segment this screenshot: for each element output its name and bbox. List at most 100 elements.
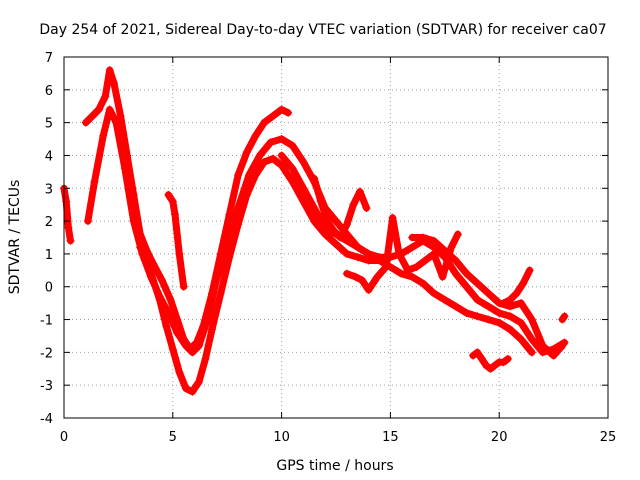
data-point xyxy=(181,341,190,350)
data-point xyxy=(101,92,110,101)
data-point xyxy=(90,177,99,186)
data-point xyxy=(66,236,75,245)
data-point xyxy=(429,236,438,245)
series-track-f xyxy=(342,213,462,295)
data-point xyxy=(351,272,360,281)
data-point xyxy=(516,318,525,327)
data-point xyxy=(225,210,234,219)
y-tick-label: -1 xyxy=(40,314,53,329)
data-point xyxy=(440,295,449,304)
data-point xyxy=(260,158,269,167)
data-point xyxy=(268,112,277,121)
data-point xyxy=(336,233,345,242)
data-point xyxy=(105,66,114,75)
data-point xyxy=(120,164,129,173)
series-track-g xyxy=(164,190,188,291)
data-point xyxy=(268,154,277,163)
y-tick-label: 0 xyxy=(45,281,53,296)
data-point xyxy=(129,217,138,226)
data-point xyxy=(332,217,340,226)
data-point xyxy=(403,266,412,275)
data-point xyxy=(64,223,73,232)
data-point xyxy=(477,354,486,363)
data-point xyxy=(397,269,406,278)
data-point xyxy=(462,308,471,317)
data-point xyxy=(429,289,438,298)
y-tick-label: 4 xyxy=(45,149,53,164)
data-point xyxy=(149,276,158,285)
data-point xyxy=(168,345,177,354)
data-point xyxy=(438,272,447,281)
data-point xyxy=(201,354,210,363)
series-trace xyxy=(60,184,74,245)
data-point xyxy=(310,203,319,212)
data-point xyxy=(81,118,90,127)
data-point xyxy=(277,151,286,160)
data-point xyxy=(277,161,286,170)
data-point xyxy=(349,200,358,209)
data-point xyxy=(83,217,92,226)
y-axis-label: SDTVAR / TECUs xyxy=(7,180,23,295)
y-tick-label: 1 xyxy=(45,248,53,263)
data-point xyxy=(288,141,297,150)
data-series xyxy=(60,66,569,396)
x-tick-label: 15 xyxy=(382,430,399,445)
data-point xyxy=(469,351,478,360)
data-point xyxy=(284,108,293,117)
data-point xyxy=(299,197,308,206)
y-tick-label: -3 xyxy=(40,379,53,394)
data-point xyxy=(462,269,471,278)
data-point xyxy=(277,135,286,144)
data-point xyxy=(242,148,251,157)
data-point xyxy=(166,295,175,304)
data-point xyxy=(188,348,197,357)
data-point xyxy=(419,233,428,242)
data-point xyxy=(549,351,558,360)
data-point xyxy=(310,174,319,183)
data-point xyxy=(453,230,462,239)
data-point xyxy=(316,197,325,206)
data-point xyxy=(499,299,508,308)
chart-title: Day 254 of 2021, Sidereal Day-to-day VTE… xyxy=(39,22,606,38)
data-point xyxy=(353,243,362,252)
data-point xyxy=(251,131,260,140)
data-point xyxy=(364,249,373,258)
data-point xyxy=(462,282,471,291)
y-tick-label: 2 xyxy=(45,215,53,230)
data-point xyxy=(395,249,404,258)
x-tick-label: 10 xyxy=(273,430,290,445)
data-point xyxy=(255,151,264,160)
series-trace xyxy=(82,66,292,353)
data-point xyxy=(105,105,114,114)
y-tick-label: 5 xyxy=(45,117,53,132)
data-point xyxy=(225,253,234,262)
data-point xyxy=(99,131,108,140)
x-tick-label: 5 xyxy=(169,430,177,445)
data-point xyxy=(473,279,482,288)
data-point xyxy=(142,256,151,265)
data-point xyxy=(519,279,528,288)
data-point xyxy=(419,279,428,288)
data-point xyxy=(162,322,171,331)
data-point xyxy=(364,286,373,295)
data-point xyxy=(181,384,190,393)
data-point xyxy=(408,243,417,252)
data-point xyxy=(168,197,177,206)
series-track-e xyxy=(408,233,567,360)
data-point xyxy=(179,282,188,291)
data-point xyxy=(353,253,362,262)
data-point xyxy=(560,312,569,321)
data-point xyxy=(299,158,308,167)
data-point xyxy=(234,220,243,229)
data-point xyxy=(203,315,212,324)
data-point xyxy=(421,256,430,265)
data-point xyxy=(260,118,269,127)
data-point xyxy=(495,318,504,327)
series-track-k xyxy=(558,312,569,324)
data-point xyxy=(484,302,493,311)
data-point xyxy=(506,295,515,304)
axis-ticks: 0 5 10 15 20 25 -4 -3 -2 -1 0 1 2 3 4 5 6 7 xyxy=(40,51,616,445)
data-point xyxy=(323,217,332,226)
x-axis-label: GPS time / hours xyxy=(276,458,393,474)
data-point xyxy=(110,79,119,88)
